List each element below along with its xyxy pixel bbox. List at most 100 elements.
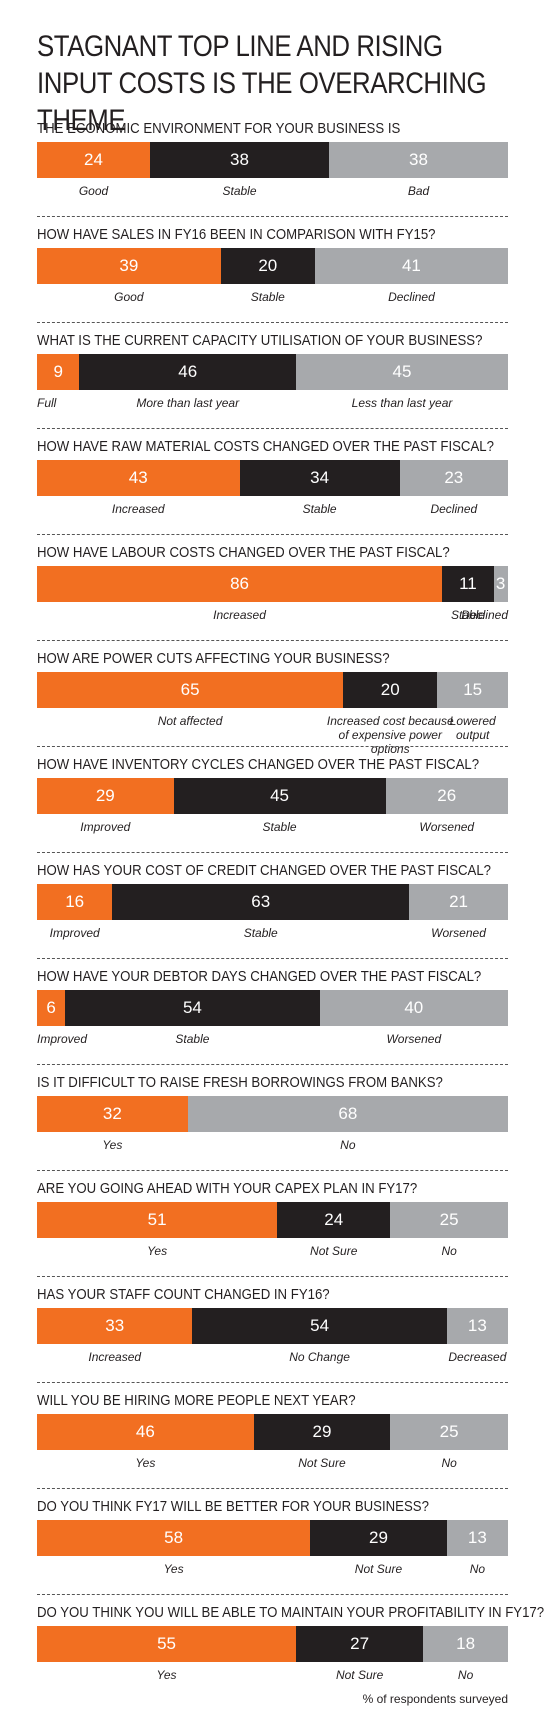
value-label: 24	[324, 1210, 344, 1229]
value-label: 21	[449, 892, 468, 911]
bar-segment: 11	[442, 566, 494, 602]
bar-segment: 39	[37, 248, 221, 284]
category-label: No Change	[289, 1350, 350, 1364]
value-label: 26	[437, 786, 457, 805]
value-label: 45	[392, 362, 412, 381]
value-label: 13	[467, 1316, 487, 1335]
bar-segment: 18	[423, 1626, 508, 1662]
category-label: Stable	[250, 290, 285, 304]
category-label: Less than last year	[351, 396, 453, 410]
question: HOW HAVE LABOUR COSTS CHANGED OVER THE P…	[37, 544, 450, 561]
bar-segment: 20	[343, 672, 438, 708]
value-label: 15	[463, 680, 483, 699]
value-label: 20	[258, 256, 278, 275]
stacked-bar: 9 46 45	[37, 354, 508, 390]
bar-segment: 25	[390, 1202, 508, 1238]
category-label: Stable	[175, 1032, 210, 1046]
separator	[37, 1594, 508, 1595]
value-label: 18	[456, 1634, 476, 1653]
question: THE ECONOMIC ENVIRONMENT FOR YOUR BUSINE…	[37, 120, 401, 137]
value-label: 55	[157, 1634, 176, 1653]
category-label: Bad	[407, 184, 430, 198]
bar-segment: 25	[390, 1414, 508, 1450]
stacked-bar: 43 34 23	[37, 460, 508, 496]
bar-segment: 32	[37, 1096, 188, 1132]
category-label: Decreased	[448, 1350, 507, 1364]
value-label: 11	[459, 574, 477, 593]
bar-segment: 68	[187, 1096, 508, 1132]
separator	[37, 640, 508, 641]
bar-segment: 9	[37, 354, 80, 390]
category-label: Improved	[49, 926, 100, 940]
category-label: Increased	[213, 608, 266, 622]
bar-segment: 54	[65, 990, 320, 1026]
value-label: 46	[178, 362, 198, 381]
category-label: Worsened	[431, 926, 486, 940]
bar-segment: 40	[319, 990, 508, 1026]
question: WILL YOU BE HIRING MORE PEOPLE NEXT YEAR…	[37, 1392, 356, 1409]
separator	[37, 216, 508, 217]
question: IS IT DIFFICULT TO RAISE FRESH BORROWING…	[37, 1074, 443, 1091]
value-label: 29	[369, 1528, 388, 1547]
category-label: Stable	[262, 820, 297, 834]
value-label: 65	[180, 680, 200, 699]
separator	[37, 852, 508, 853]
bar-segment: 55	[37, 1626, 297, 1662]
bar-segment: 86	[37, 566, 443, 602]
footnote: % of respondents surveyed	[362, 1692, 508, 1706]
stacked-bar: 65 20 15	[37, 672, 508, 708]
bar-segment: 38	[329, 142, 508, 178]
bar-segment: 54	[192, 1308, 447, 1344]
category-label: Stable	[302, 502, 337, 516]
question: HOW HAS YOUR COST OF CREDIT CHANGED OVER…	[37, 862, 492, 879]
separator	[37, 1170, 508, 1171]
bar-segment: 45	[173, 778, 386, 814]
separator	[37, 322, 508, 323]
separator	[37, 746, 508, 747]
value-label: 23	[444, 468, 464, 487]
value-label: 41	[401, 256, 421, 275]
category-label: No	[441, 1244, 457, 1258]
stacked-bar: 6 54 40	[37, 990, 508, 1026]
category-label: Increased	[111, 502, 165, 516]
stacked-bar: 86 11 3	[37, 566, 508, 602]
question: HOW ARE POWER CUTS AFFECTING YOUR BUSINE…	[37, 650, 390, 667]
bar-segment: 24	[277, 1202, 391, 1238]
value-label: 24	[84, 150, 103, 169]
page-title: STAGNANT TOP LINE AND RISING INPUT COSTS…	[37, 30, 487, 137]
value-label: 25	[439, 1210, 459, 1229]
value-label: 29	[95, 786, 115, 805]
bar-segment: 13	[446, 1520, 508, 1556]
bar-segment: 20	[220, 248, 315, 284]
category-label: No	[457, 1668, 474, 1682]
question: HOW HAVE INVENTORY CYCLES CHANGED OVER T…	[37, 756, 480, 773]
question: DO YOU THINK YOU WILL BE ABLE TO MAINTAI…	[37, 1604, 545, 1621]
category-label: Declined	[461, 608, 508, 622]
bar-segment: 38	[150, 142, 329, 178]
bar-segment: 16	[37, 884, 113, 920]
value-label: 9	[53, 362, 63, 381]
value-label: 54	[310, 1316, 330, 1335]
bar-segment: 46	[79, 354, 297, 390]
value-label: 33	[105, 1316, 125, 1335]
category-label: No	[340, 1138, 356, 1152]
value-label: 68	[338, 1104, 358, 1123]
bar-segment: 34	[239, 460, 400, 496]
category-label: Improved	[37, 1032, 88, 1046]
category-label: Worsened	[386, 1032, 442, 1046]
separator	[37, 1276, 508, 1277]
stacked-bar: 46 29 25	[37, 1414, 508, 1450]
category-label: Good	[114, 290, 144, 304]
category-label: No	[469, 1562, 486, 1576]
question: DO YOU THINK FY17 WILL BE BETTER FOR YOU…	[37, 1498, 429, 1515]
category-label: Full	[37, 396, 57, 410]
stacked-bar: 33 54 13	[37, 1308, 508, 1344]
bar-segment: 41	[314, 248, 508, 284]
stacked-bar: 39 20 41	[37, 248, 508, 284]
value-label: 58	[164, 1528, 184, 1547]
value-label: 20	[380, 680, 400, 699]
bar-segment: 15	[437, 672, 508, 708]
category-label: Not affected	[157, 714, 223, 728]
value-label: 38	[409, 150, 428, 169]
value-label: 54	[182, 998, 202, 1017]
